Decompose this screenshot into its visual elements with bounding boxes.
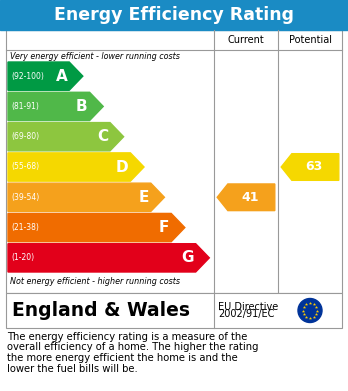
Text: F: F	[159, 220, 169, 235]
Text: (1-20): (1-20)	[11, 253, 34, 262]
Text: (69-80): (69-80)	[11, 132, 39, 141]
Text: Not energy efficient - higher running costs: Not energy efficient - higher running co…	[10, 277, 180, 286]
Polygon shape	[217, 184, 275, 211]
Text: D: D	[116, 160, 128, 174]
Polygon shape	[8, 183, 164, 212]
Text: The energy efficiency rating is a measure of the: The energy efficiency rating is a measur…	[7, 332, 247, 342]
Text: Very energy efficient - lower running costs: Very energy efficient - lower running co…	[10, 52, 180, 61]
Text: England & Wales: England & Wales	[12, 301, 190, 320]
Text: overall efficiency of a home. The higher the rating: overall efficiency of a home. The higher…	[7, 343, 259, 353]
Bar	[6, 30, 342, 293]
Text: Current: Current	[228, 35, 264, 45]
Polygon shape	[8, 122, 124, 151]
Text: EU Directive: EU Directive	[218, 301, 278, 312]
Text: lower the fuel bills will be.: lower the fuel bills will be.	[7, 364, 138, 373]
Circle shape	[298, 298, 322, 323]
Polygon shape	[8, 244, 209, 272]
Text: (92-100): (92-100)	[11, 72, 44, 81]
Text: E: E	[139, 190, 149, 205]
Polygon shape	[8, 153, 144, 181]
Bar	[6, 293, 342, 328]
Text: the more energy efficient the home is and the: the more energy efficient the home is an…	[7, 353, 238, 363]
Text: G: G	[181, 250, 194, 265]
Text: 63: 63	[306, 160, 323, 174]
Text: A: A	[55, 69, 67, 84]
Text: C: C	[97, 129, 108, 144]
Text: (81-91): (81-91)	[11, 102, 39, 111]
Text: 2002/91/EC: 2002/91/EC	[218, 310, 274, 319]
Text: (39-54): (39-54)	[11, 193, 39, 202]
Polygon shape	[8, 213, 185, 242]
Text: (55-68): (55-68)	[11, 163, 39, 172]
Polygon shape	[281, 154, 339, 180]
Text: Energy Efficiency Rating: Energy Efficiency Rating	[54, 6, 294, 24]
Polygon shape	[8, 92, 103, 120]
Text: 41: 41	[241, 191, 259, 204]
Text: Potential: Potential	[288, 35, 332, 45]
Bar	[0, 0, 348, 30]
Text: (21-38): (21-38)	[11, 223, 39, 232]
Text: B: B	[76, 99, 88, 114]
Polygon shape	[8, 62, 83, 90]
